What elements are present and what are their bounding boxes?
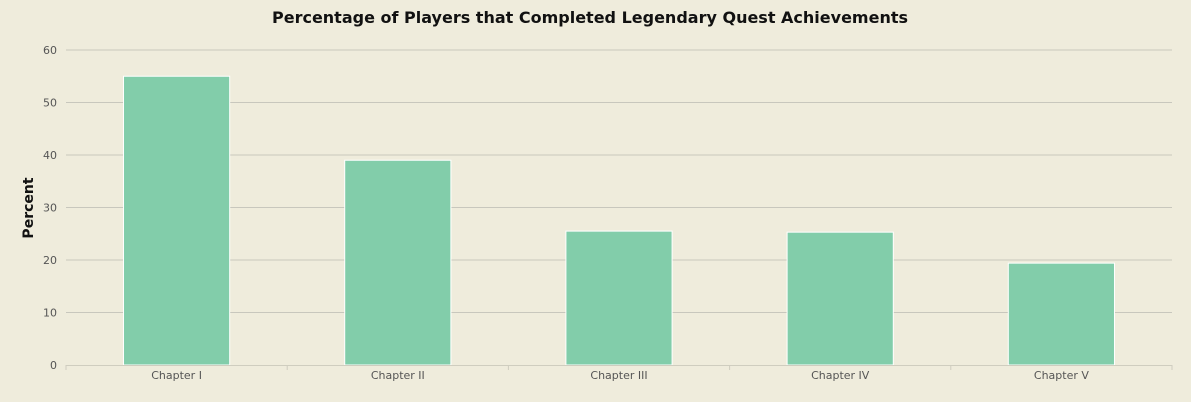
x-tick-label: Chapter V xyxy=(1034,369,1089,382)
bar xyxy=(565,230,673,366)
y-tick-label: 60 xyxy=(43,44,57,57)
x-tick-label: Chapter II xyxy=(371,369,425,382)
chart-title: Percentage of Players that Completed Leg… xyxy=(272,8,908,27)
x-tick-label: Chapter III xyxy=(590,369,647,382)
bar xyxy=(123,75,231,366)
bar xyxy=(786,231,894,366)
y-tick-label: 40 xyxy=(43,149,57,162)
bars xyxy=(123,75,1115,366)
y-tick-label: 30 xyxy=(43,202,57,215)
x-axis-ticks: Chapter I Chapter II Chapter III Chapter IV… xyxy=(151,369,1089,382)
y-tick-label: 0 xyxy=(50,359,57,372)
x-tick-label: Chapter I xyxy=(151,369,202,382)
y-tick-label: 50 xyxy=(43,97,57,110)
y-axis-label: Percent xyxy=(21,177,37,238)
y-tick-label: 20 xyxy=(43,254,57,267)
x-axis xyxy=(65,365,1173,370)
bar xyxy=(344,159,452,366)
y-axis-ticks: 0 10 20 30 40 50 60 xyxy=(43,44,57,372)
y-tick-label: 10 xyxy=(43,307,57,320)
x-tick-label: Chapter IV xyxy=(811,369,870,382)
bar xyxy=(1007,262,1115,366)
